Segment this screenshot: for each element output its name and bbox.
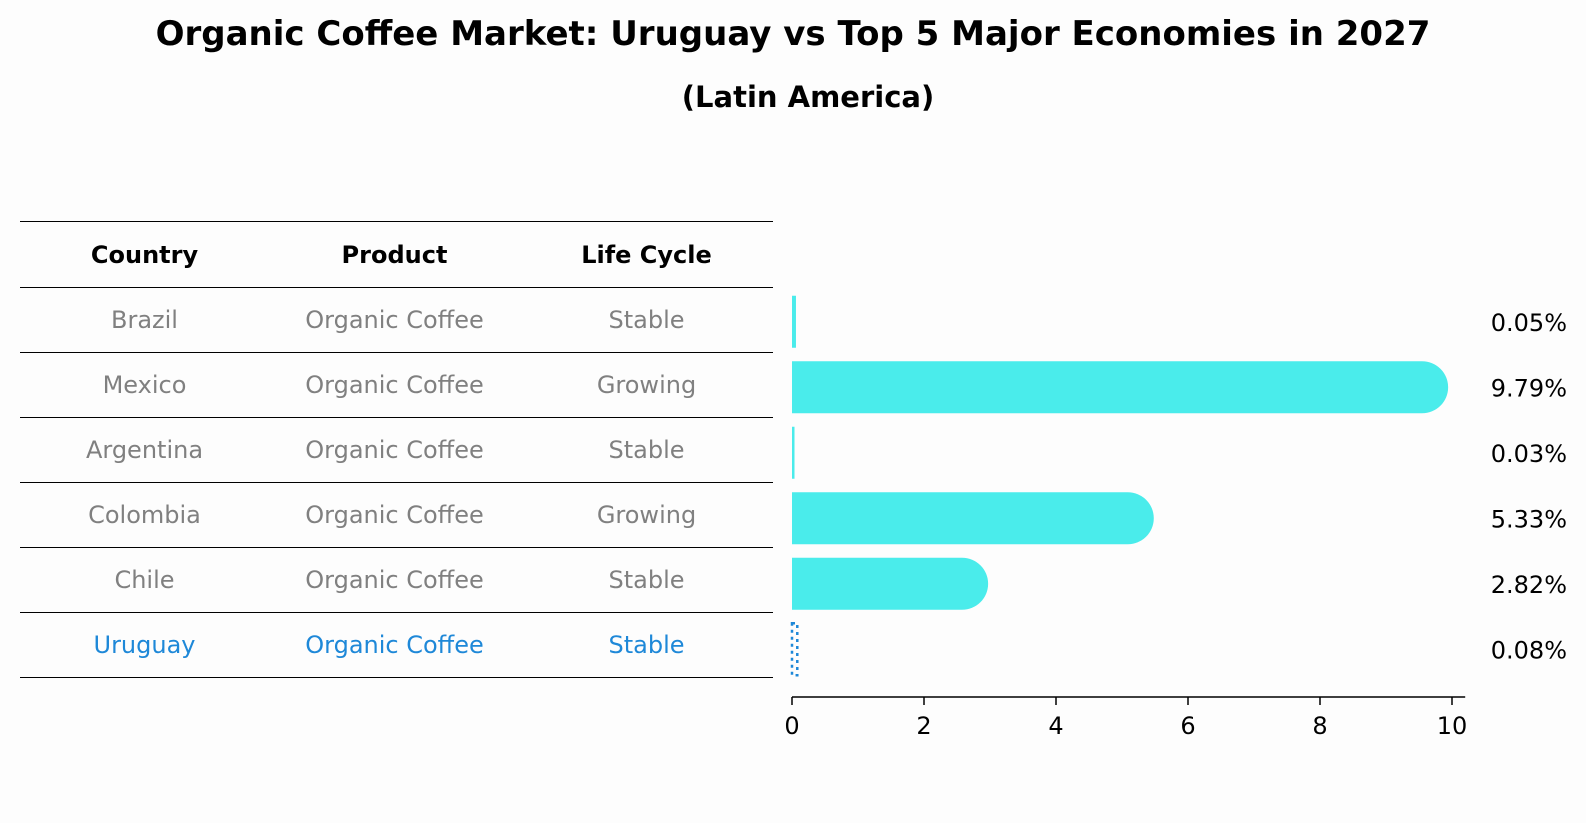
x-tick-label: 2 xyxy=(916,712,931,740)
data-table: Country Product Life Cycle Brazil Organi… xyxy=(20,221,773,678)
header-product: Product xyxy=(341,240,448,269)
x-tick-label: 6 xyxy=(1180,712,1195,740)
table-row: Mexico Organic Coffee Growing xyxy=(20,353,773,418)
country-cell: Brazil xyxy=(111,306,178,334)
life-cycle-cell: Stable xyxy=(608,566,685,594)
bar-brazil xyxy=(792,295,796,348)
product-cell: Organic Coffee xyxy=(305,436,484,464)
country-cell: Argentina xyxy=(85,436,204,464)
table-row: Argentina Organic Coffee Stable xyxy=(20,418,773,483)
bar-value-label: 5.33% xyxy=(1491,505,1567,533)
bar-value-label: 0.03% xyxy=(1491,440,1567,468)
product-cell: Organic Coffee xyxy=(305,371,484,399)
life-cycle-cell: Growing xyxy=(596,371,697,399)
table-row-highlighted: Uruguay Organic Coffee Stable xyxy=(20,613,773,678)
bar-uruguay xyxy=(790,622,799,677)
life-cycle-cell: Stable xyxy=(608,306,685,334)
bar-argentina xyxy=(792,426,795,479)
product-cell: Organic Coffee xyxy=(305,306,484,334)
country-cell: Colombia xyxy=(88,501,201,529)
bar-value-label: 9.79% xyxy=(1491,374,1567,402)
header-country: Country xyxy=(90,240,199,269)
bar-value-label: 0.05% xyxy=(1491,309,1567,337)
table-row: Chile Organic Coffee Stable xyxy=(20,548,773,613)
bar-mexico xyxy=(792,361,1449,414)
header-life-cycle: Life Cycle xyxy=(581,240,712,269)
country-cell: Chile xyxy=(114,566,175,594)
product-cell: Organic Coffee xyxy=(305,631,484,659)
chart-subtitle: (Latin America) xyxy=(681,80,935,114)
product-cell: Organic Coffee xyxy=(305,566,484,594)
table-row: Brazil Organic Coffee Stable xyxy=(20,288,773,353)
x-tick-label: 0 xyxy=(784,712,799,740)
country-cell: Uruguay xyxy=(93,631,196,659)
x-tick-label: 8 xyxy=(1312,712,1327,740)
x-tick-label: 10 xyxy=(1437,712,1468,740)
product-cell: Organic Coffee xyxy=(305,501,484,529)
bar-colombia xyxy=(792,492,1154,545)
bar-value-label: 0.08% xyxy=(1491,636,1567,664)
bar-value-label: 2.82% xyxy=(1491,571,1567,599)
table-row: Colombia Organic Coffee Growing xyxy=(20,483,773,548)
life-cycle-cell: Growing xyxy=(596,501,697,529)
table-header-row: Country Product Life Cycle xyxy=(20,222,773,288)
chart-title: Organic Coffee Market: Uruguay vs Top 5 … xyxy=(155,14,1431,54)
bar-chile xyxy=(792,557,989,610)
country-cell: Mexico xyxy=(102,371,187,399)
life-cycle-cell: Stable xyxy=(608,631,685,659)
x-tick-label: 4 xyxy=(1048,712,1063,740)
life-cycle-cell: Stable xyxy=(608,436,685,464)
